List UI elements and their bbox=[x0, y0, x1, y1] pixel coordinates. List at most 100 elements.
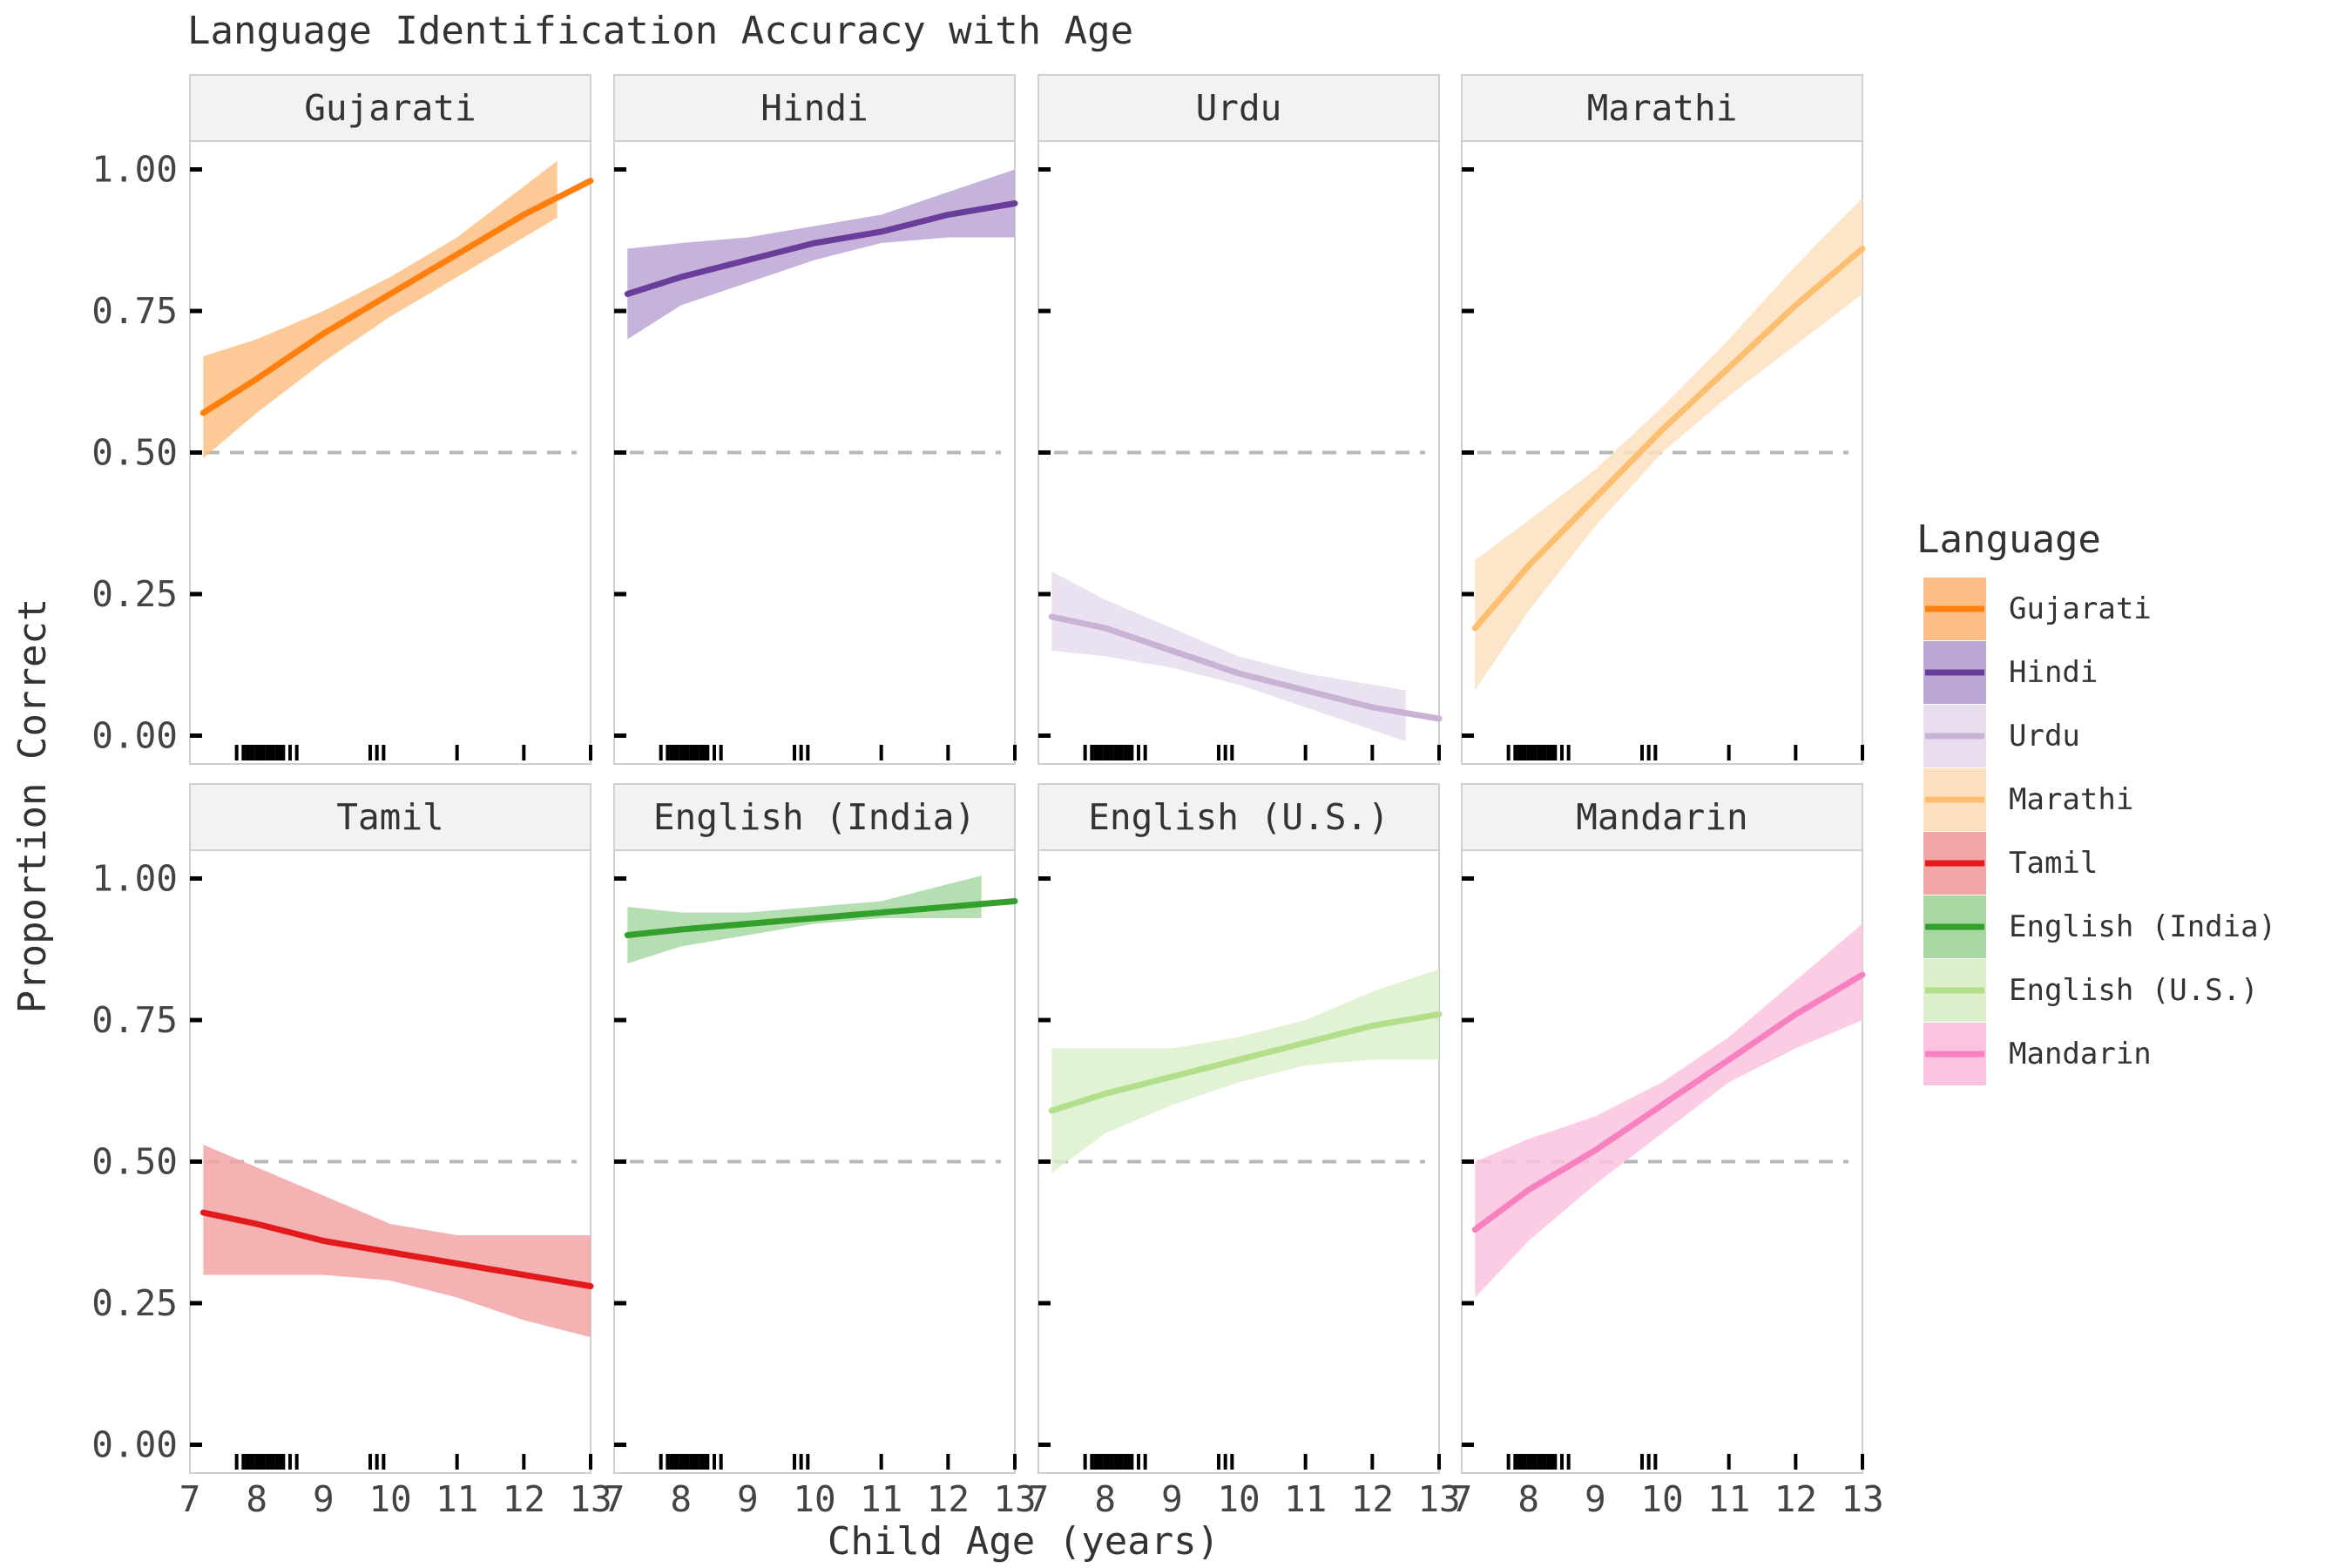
fitted-line bbox=[624, 898, 1018, 938]
y-tick-label: 0.25 bbox=[91, 573, 178, 615]
facet-english-india: English (India) 7 8 9 10 11 12 13 bbox=[604, 783, 1037, 1520]
facet-strip bbox=[1037, 74, 1440, 142]
legend-item-english-u-s: English (U.S.) bbox=[1923, 959, 2259, 1022]
legend-item-tamil: Tamil bbox=[1923, 832, 2098, 895]
legend-label: Urdu bbox=[2009, 719, 2080, 754]
x-tick-label: 13 bbox=[993, 1478, 1036, 1520]
y-tick-label: 0.00 bbox=[91, 1424, 178, 1466]
facet-strip-label: Tamil bbox=[336, 796, 443, 838]
confidence-ribbon bbox=[203, 1145, 591, 1337]
x-tick-label: 13 bbox=[569, 1478, 612, 1520]
facet-strip bbox=[189, 74, 591, 142]
legend-item-hindi: Hindi bbox=[1923, 641, 2098, 704]
y-tick-label: 1.00 bbox=[91, 858, 178, 900]
facet-strip-label: Mandarin bbox=[1576, 796, 1747, 838]
y-tick-label: 0.75 bbox=[91, 999, 178, 1041]
facet-strip-label: Marathi bbox=[1587, 87, 1738, 129]
legend-label: Gujarati bbox=[2009, 591, 2152, 626]
x-tick-label: 8 bbox=[670, 1478, 692, 1520]
facet-strip-label: English (India) bbox=[653, 796, 976, 838]
chart-title: Language Identification Accuracy with Ag… bbox=[187, 9, 1133, 53]
y-tick-label: 0.00 bbox=[91, 715, 178, 757]
facet-english-u-s: English (U.S.) 7 8 9 10 11 12 13 bbox=[1028, 783, 1461, 1520]
x-tick-label: 11 bbox=[1707, 1478, 1750, 1520]
facet-tamil: Tamil 0.00 0.25 0.50 0.75 1.00 7 8 9 10 11 12 13 bbox=[91, 783, 612, 1520]
y-tick-label: 1.00 bbox=[91, 149, 178, 191]
facet-panels: Gujarati 0.00 0.25 0.50 0.75 1.00 Hindi Urdu Mar… bbox=[91, 74, 1884, 1520]
x-tick-label: 12 bbox=[927, 1478, 970, 1520]
fitted-line bbox=[624, 200, 1018, 297]
legend-label: Tamil bbox=[2009, 846, 2098, 881]
x-axis-title: Child Age (years) bbox=[828, 1519, 1220, 1564]
x-tick-label: 10 bbox=[1640, 1478, 1683, 1520]
x-tick-label: 11 bbox=[1284, 1478, 1327, 1520]
facet-strip-label: Gujarati bbox=[304, 87, 476, 129]
fitted-line bbox=[1048, 1011, 1443, 1114]
facet-mandarin: Mandarin 7 8 9 10 11 12 13 bbox=[1451, 783, 1884, 1520]
x-tick-label: 11 bbox=[860, 1478, 902, 1520]
x-tick-label: 9 bbox=[313, 1478, 335, 1520]
facet-urdu: Urdu bbox=[1037, 74, 1443, 765]
legend-label: Marathi bbox=[2009, 782, 2133, 817]
confidence-ribbon bbox=[1051, 969, 1439, 1173]
confidence-ribbon bbox=[1051, 571, 1406, 741]
legend: Language Gujarati Hindi Urdu Marathi Tamil En… bbox=[1916, 517, 2276, 1085]
legend-item-english-india: English (India) bbox=[1923, 896, 2276, 958]
x-tick-label: 8 bbox=[1094, 1478, 1116, 1520]
legend-label: English (U.S.) bbox=[2009, 973, 2259, 1008]
x-tick-label: 12 bbox=[1351, 1478, 1394, 1520]
y-axis-title: Proportion Correct bbox=[10, 598, 55, 1014]
facet-strip bbox=[189, 783, 591, 851]
facet-strip bbox=[613, 783, 1016, 851]
y-tick-label: 0.50 bbox=[91, 1141, 178, 1183]
x-tick-label: 7 bbox=[179, 1478, 201, 1520]
fitted-line bbox=[1471, 246, 1866, 632]
x-tick-label: 13 bbox=[1841, 1478, 1883, 1520]
x-tick-label: 9 bbox=[1585, 1478, 1606, 1520]
x-tick-label: 12 bbox=[503, 1478, 545, 1520]
x-tick-label: 8 bbox=[1517, 1478, 1539, 1520]
legend-item-urdu: Urdu bbox=[1923, 705, 2080, 767]
confidence-ribbon bbox=[1475, 923, 1862, 1298]
x-tick-label: 13 bbox=[1417, 1478, 1460, 1520]
x-tick-label: 9 bbox=[737, 1478, 759, 1520]
legend-label: Mandarin bbox=[2009, 1037, 2152, 1071]
x-tick-label: 12 bbox=[1774, 1478, 1817, 1520]
y-tick-label: 0.25 bbox=[91, 1282, 178, 1324]
facet-strip bbox=[1037, 783, 1440, 851]
x-tick-label: 10 bbox=[1217, 1478, 1260, 1520]
facet-strip bbox=[1461, 783, 1863, 851]
confidence-ribbon bbox=[627, 169, 1015, 340]
facet-strip-label: Hindi bbox=[760, 87, 868, 129]
legend-label: English (India) bbox=[2009, 909, 2276, 944]
confidence-ribbon bbox=[1475, 198, 1862, 691]
x-tick-label: 10 bbox=[368, 1478, 411, 1520]
legend-item-mandarin: Mandarin bbox=[1923, 1023, 2152, 1085]
facet-hindi: Hindi bbox=[613, 74, 1018, 765]
legend-item-marathi: Marathi bbox=[1923, 768, 2133, 831]
x-tick-label: 8 bbox=[246, 1478, 267, 1520]
legend-title: Language bbox=[1916, 517, 2101, 562]
x-tick-label: 10 bbox=[793, 1478, 835, 1520]
y-tick-label: 0.50 bbox=[91, 432, 178, 474]
facet-strip-label: English (U.S.) bbox=[1088, 796, 1389, 838]
fitted-line bbox=[199, 178, 594, 416]
x-tick-label: 7 bbox=[604, 1478, 625, 1520]
facet-strip bbox=[1461, 74, 1863, 142]
y-tick-label: 0.75 bbox=[91, 290, 178, 332]
facet-marathi: Marathi bbox=[1461, 74, 1866, 765]
x-tick-label: 11 bbox=[436, 1478, 478, 1520]
x-tick-label: 7 bbox=[1028, 1478, 1050, 1520]
facet-strip bbox=[613, 74, 1016, 142]
facet-strip-label: Urdu bbox=[1196, 87, 1282, 129]
x-tick-label: 7 bbox=[1451, 1478, 1473, 1520]
fitted-line bbox=[1471, 971, 1866, 1233]
legend-label: Hindi bbox=[2009, 655, 2098, 690]
x-tick-label: 9 bbox=[1161, 1478, 1183, 1520]
fitted-line bbox=[1048, 613, 1443, 722]
legend-item-gujarati: Gujarati bbox=[1923, 578, 2152, 640]
confidence-ribbon bbox=[203, 160, 558, 459]
fitted-line bbox=[199, 1209, 594, 1289]
facet-gujarati: Gujarati 0.00 0.25 0.50 0.75 1.00 bbox=[91, 74, 594, 765]
